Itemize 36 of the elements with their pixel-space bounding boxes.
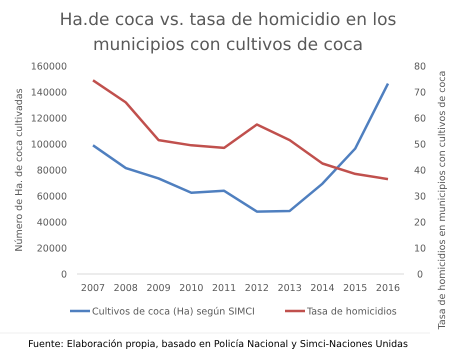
y-tick-label: 120000	[30, 114, 67, 124]
y2-tick-label: 40	[414, 166, 426, 176]
y-tick-label: 80000	[36, 166, 67, 176]
legend-label: Cultivos de coca (Ha) según SIMCI	[92, 306, 255, 318]
line-series	[92, 82, 390, 213]
y-tick-label: 100000	[30, 140, 67, 150]
x-tick-label: 2010	[179, 283, 204, 294]
y-axis-title: Número de Ha. de coca cultivadas	[14, 88, 25, 252]
source-note: Fuente: Elaboración propia, basado en Policía Nacional y Simci-Naciones Unidas	[28, 339, 408, 350]
y2-axis-title: Tasa de homicidios en municipios con cultivos de coca	[437, 70, 448, 330]
y2-tick-label: 10	[414, 244, 426, 254]
y2-tick-label: 0	[416, 270, 424, 280]
x-tick-label: 2008	[114, 283, 138, 294]
y-tick-label: 20000	[36, 244, 67, 254]
line-series	[92, 79, 390, 180]
y2-tick-label: 30	[414, 192, 426, 202]
y2-tick-label: 80	[414, 62, 426, 72]
x-tick-label: 2014	[310, 283, 335, 294]
x-tick-label: 2007	[80, 283, 106, 294]
y2-tick-label: 20	[414, 218, 426, 228]
y-tick-label: 60000	[36, 192, 67, 202]
y-tick-label: 160000	[30, 62, 67, 72]
y2-tick-label: 70	[414, 88, 426, 98]
x-tick-label: 2009	[146, 283, 171, 294]
y-tick-label: 40000	[36, 218, 67, 228]
x-tick-label: 2011	[212, 283, 236, 294]
y-tick-label: 0	[60, 270, 67, 280]
y2-tick-label: 60	[414, 114, 426, 124]
x-tick-label: 2013	[278, 283, 302, 294]
x-tick-label: 2016	[376, 283, 400, 294]
chart-title: Ha.de coca vs. tasa de homicidio en los municipios con cultivos de coca	[60, 10, 397, 55]
x-tick-label: 2015	[343, 283, 368, 294]
y-tick-label: 140000	[30, 88, 67, 98]
legend-label: Tasa de homicidios	[306, 306, 397, 318]
y2-tick-label: 50	[414, 140, 426, 150]
x-tick-label: 2012	[244, 283, 269, 294]
